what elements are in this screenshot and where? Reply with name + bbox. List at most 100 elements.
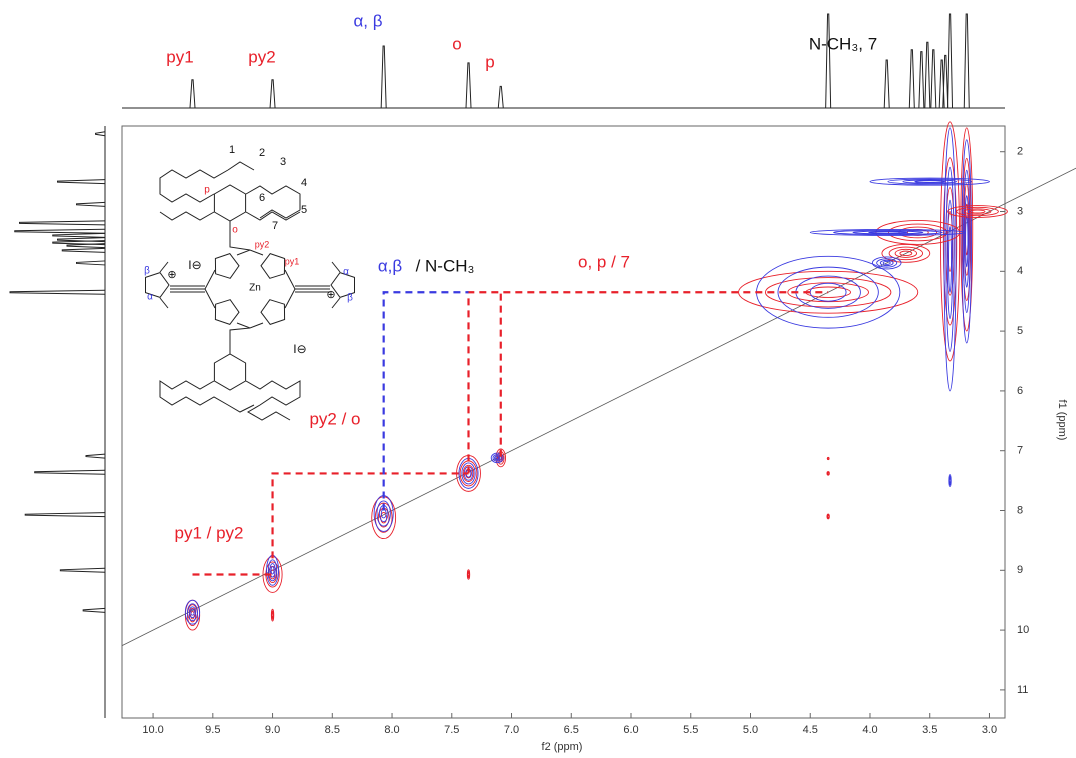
structure-label: 5 (301, 204, 307, 216)
structure-bond (245, 380, 301, 421)
cross-peak-contour (187, 603, 198, 621)
cross-peak-contour (963, 208, 992, 215)
cross-peak-contour (462, 464, 475, 482)
structure-bond (159, 380, 255, 413)
structure-label: py2 (255, 239, 270, 249)
structure-label: α (147, 292, 153, 303)
top-spectrum-peak (825, 13, 832, 109)
top-spectrum-peak (380, 45, 387, 109)
cross-peak-contour (467, 572, 470, 577)
cross-peak-contour (188, 607, 197, 623)
annotation: α, β (353, 11, 382, 30)
structure-label: ⊕ (326, 289, 335, 301)
x-tick-label: 8.0 (384, 724, 399, 736)
structure-bond (159, 297, 169, 309)
structure-label: 3 (280, 156, 286, 168)
cross-peak-contour (914, 180, 946, 183)
left-spectrum-peak (76, 260, 106, 266)
top-spectrum-peak (883, 59, 890, 109)
cross-peak-contour (964, 195, 970, 288)
structure-label: 4 (301, 177, 307, 189)
annotation: N-CH₃, 7 (809, 34, 877, 53)
x-tick-label: 6.0 (623, 724, 638, 736)
structure-bond (245, 185, 301, 219)
cross-peak-contour (190, 610, 195, 620)
left-spectrum-peak (61, 247, 106, 253)
left-spectrum-peak (9, 289, 106, 295)
structure-ring (214, 299, 240, 325)
cross-peak-contour (271, 613, 274, 618)
x-tick-label: 7.0 (504, 724, 519, 736)
cross-peak-contour (875, 220, 961, 245)
x-tick-label: 5.0 (743, 724, 758, 736)
cross-peak-contour (881, 243, 931, 263)
correlation-line (382, 291, 469, 511)
structure-bond (331, 297, 341, 309)
cross-peak-contour (947, 205, 1008, 218)
cross-peak-contour (777, 266, 879, 318)
x-tick-label: 4.0 (862, 724, 877, 736)
x-tick-label: 10.0 (142, 724, 163, 736)
y-tick-label: 6 (1017, 385, 1023, 397)
left-spectrum-peak (82, 607, 106, 613)
cross-peak-contour (270, 566, 275, 575)
y-tick-label: 9 (1017, 564, 1023, 576)
cross-peak-contour (494, 455, 501, 461)
structure-ring (214, 253, 240, 279)
plot-frame (121, 125, 1006, 719)
top-spectrum-peak (908, 49, 915, 109)
cross-peak-contour (869, 177, 990, 186)
cross-peak-contour (888, 246, 924, 261)
structure-bond (236, 249, 264, 256)
x-tick-label: 3.5 (922, 724, 937, 736)
left-spectrum-peak (59, 567, 106, 573)
cross-peak-contour (188, 606, 197, 618)
cross-peak-contour (868, 231, 908, 234)
cross-peak-contour (490, 452, 504, 464)
cross-peak-contour (376, 500, 391, 527)
cross-peak-contour (948, 226, 952, 293)
x-tick-label: 9.5 (205, 724, 220, 736)
structure-bond (159, 211, 215, 221)
cross-peak-contour (960, 127, 974, 332)
correlation-line (271, 472, 469, 559)
left-spectrum-peak (52, 232, 106, 238)
structure-bond (159, 169, 229, 203)
structure-label: 1 (229, 144, 235, 156)
structure-label: o (232, 225, 238, 236)
left-spectrum-peak (24, 512, 106, 518)
top-spectrum-peak (942, 54, 949, 109)
cross-peak-contour (495, 456, 500, 460)
cross-peak-contour (879, 259, 894, 267)
structure-bond (331, 261, 341, 273)
x-axis-label: f2 (ppm) (542, 741, 583, 753)
structure-bond (229, 327, 251, 354)
cross-peak-contour (826, 472, 830, 475)
structure-label: py1 (285, 256, 300, 266)
left-spectrum-peak (34, 469, 106, 475)
x-tick-label: 9.0 (265, 724, 280, 736)
left-spectrum-peak (76, 201, 106, 207)
structure-bond (236, 322, 264, 329)
cross-peak-contour (267, 559, 278, 582)
left-spectrum-peak (95, 131, 106, 137)
structure-bond (159, 261, 169, 273)
y-tick-label: 3 (1017, 205, 1023, 217)
top-spectrum-peak (269, 79, 276, 109)
left-spectrum-peak (52, 240, 106, 246)
x-tick-label: 3.0 (982, 724, 997, 736)
cross-peak-contour (898, 226, 938, 239)
cross-peak-contour (764, 277, 892, 308)
structure-label: β (347, 293, 353, 304)
left-spectrum-peak (14, 228, 106, 234)
top-spectrum-peak (189, 79, 196, 109)
x-tick-label: 8.5 (325, 724, 340, 736)
cross-peak-contour (380, 511, 388, 524)
top-spectrum-peak (924, 41, 931, 109)
structure-label: p (204, 185, 210, 196)
structure-label: β (144, 266, 150, 277)
x-tick-label: 7.5 (444, 724, 459, 736)
top-spectrum-peak (918, 51, 925, 109)
cross-peak-contour (833, 229, 943, 235)
